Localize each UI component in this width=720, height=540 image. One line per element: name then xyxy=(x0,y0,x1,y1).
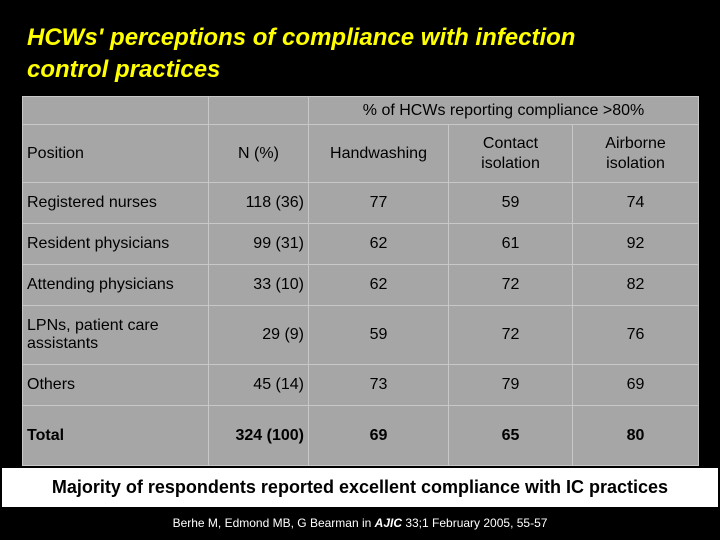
contact-cell: 79 xyxy=(448,364,573,406)
position-cell: Resident physicians xyxy=(22,223,209,265)
empty-header-cell xyxy=(22,96,209,125)
position-line-1: LPNs, patient care xyxy=(27,317,159,334)
airborne-cell: 92 xyxy=(571,223,700,265)
table-total-row: Total 324 (100) 69 65 80 xyxy=(22,405,700,466)
contact-cell: 59 xyxy=(448,182,573,224)
table-super-header-row: % of HCWs reporting compliance >80% xyxy=(22,96,700,125)
position-cell: Attending physicians xyxy=(22,264,209,306)
table-row: LPNs, patient care assistants 29 (9) 59 … xyxy=(22,305,700,365)
header-handwashing: Handwashing xyxy=(308,124,449,183)
handwashing-cell: 59 xyxy=(308,305,449,365)
n-cell: 29 (9) xyxy=(208,305,309,365)
citation-suffix: 33;1 February 2005, 55-57 xyxy=(402,516,548,530)
citation-journal: AJIC xyxy=(374,516,402,530)
table-row: Resident physicians 99 (31) 62 61 92 xyxy=(22,223,700,265)
summary-banner: Majority of respondents reported excelle… xyxy=(2,468,718,507)
total-airborne-cell: 80 xyxy=(571,405,700,466)
airborne-cell: 76 xyxy=(571,305,700,365)
position-line-2: assistants xyxy=(27,335,99,352)
compliance-table: % of HCWs reporting compliance >80% Posi… xyxy=(22,96,700,466)
position-cell: Others xyxy=(22,364,209,406)
citation: Berhe M, Edmond MB, G Bearman in AJIC 33… xyxy=(0,516,720,530)
airborne-cell: 74 xyxy=(571,182,700,224)
header-airborne-line-1: Airborne xyxy=(605,134,666,152)
slide-title: HCWs' perceptions of compliance with inf… xyxy=(27,22,707,86)
compliance-super-header: % of HCWs reporting compliance >80% xyxy=(307,96,700,125)
table-row: Attending physicians 33 (10) 62 72 82 xyxy=(22,264,700,306)
header-contact-line-1: Contact xyxy=(482,134,539,152)
n-cell: 45 (14) xyxy=(208,364,309,406)
empty-header-cell xyxy=(208,96,309,125)
handwashing-cell: 62 xyxy=(308,223,449,265)
total-n-cell: 324 (100) xyxy=(208,405,309,466)
airborne-cell: 82 xyxy=(571,264,700,306)
handwashing-cell: 73 xyxy=(308,364,449,406)
citation-prefix: Berhe M, Edmond MB, G Bearman in xyxy=(172,516,375,530)
slide-title-line-2: control practices xyxy=(27,56,221,83)
handwashing-cell: 62 xyxy=(308,264,449,306)
contact-cell: 72 xyxy=(448,264,573,306)
header-position: Position xyxy=(22,124,209,183)
header-contact-isolation: Contact isolation xyxy=(448,124,573,183)
total-contact-cell: 65 xyxy=(448,405,573,466)
table-header-row: Position N (%) Handwashing Contact isola… xyxy=(22,124,700,183)
total-position-cell: Total xyxy=(22,405,209,466)
contact-cell: 61 xyxy=(448,223,573,265)
slide-title-line-1: HCWs' perceptions of compliance with inf… xyxy=(27,24,576,51)
header-n: N (%) xyxy=(208,124,309,183)
header-contact-line-2: isolation xyxy=(481,154,540,172)
n-cell: 118 (36) xyxy=(208,182,309,224)
n-cell: 33 (10) xyxy=(208,264,309,306)
airborne-cell: 69 xyxy=(571,364,700,406)
position-cell: Registered nurses xyxy=(22,182,209,224)
header-airborne-line-2: isolation xyxy=(606,154,665,172)
table-row: Others 45 (14) 73 79 69 xyxy=(22,364,700,406)
contact-cell: 72 xyxy=(448,305,573,365)
table-row: Registered nurses 118 (36) 77 59 74 xyxy=(22,182,700,224)
header-airborne-isolation: Airborne isolation xyxy=(571,124,700,183)
handwashing-cell: 77 xyxy=(308,182,449,224)
n-cell: 99 (31) xyxy=(208,223,309,265)
position-cell: LPNs, patient care assistants xyxy=(22,305,209,365)
total-handwashing-cell: 69 xyxy=(308,405,449,466)
